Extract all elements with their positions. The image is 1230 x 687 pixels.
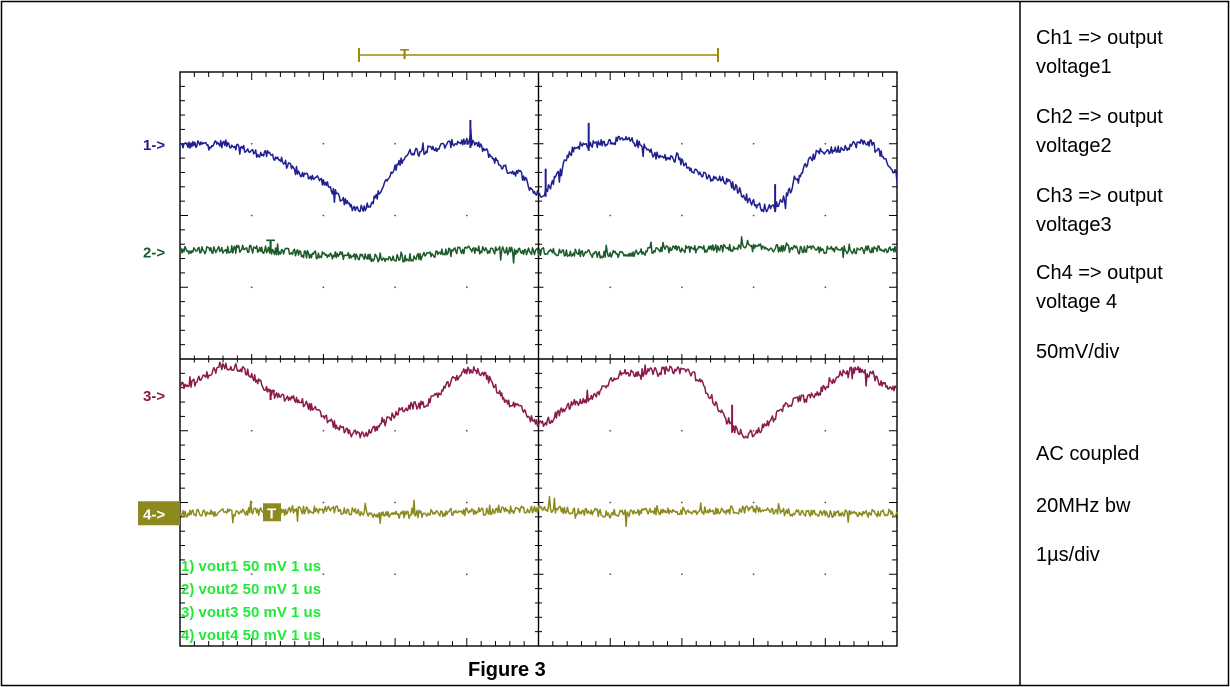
side-note-line: voltage1 [1036,56,1112,78]
grid-dot [609,429,612,432]
grid-dot [752,573,755,576]
ch4-trigger-box [263,503,281,522]
side-note-ch3: Ch3 => output voltage3 [1036,182,1226,240]
grid-dot [465,286,468,289]
ch4-trigger-marker: T [267,505,276,522]
grid-dot [681,286,683,289]
grid-dot [824,286,827,289]
grid-dot [609,214,612,217]
trace-vout3 [179,361,897,439]
trace-vout1 [179,128,898,213]
ch3-trigger-marker: T [266,387,275,404]
side-note-line: voltage3 [1036,214,1112,236]
grid-dot [609,501,612,504]
timebase-setting: 1µs/div [1036,544,1100,566]
grid-dot [824,573,827,576]
channel-info-2: 2) vout2 50 mV 1 us [181,581,321,598]
trace-vout2 [179,236,898,264]
grid-dot [322,142,325,145]
side-note-line: Ch1 => output [1036,27,1163,49]
grid-dot [752,429,755,432]
grid-dot [752,286,755,289]
grid-dot [250,286,253,289]
grid-dot [824,429,827,432]
grid-dot [681,573,683,576]
scope-grid [179,71,898,647]
grid-dot [394,214,396,217]
grid-dot [250,429,253,432]
grid-dot [394,286,396,289]
side-note-line: Ch3 => output [1036,185,1163,207]
side-note-ch4: Ch4 => output voltage 4 [1036,259,1226,317]
grid-dot [824,501,827,504]
grid-dot [824,214,827,217]
grid-dot [394,501,396,504]
grid-dot [250,142,253,145]
figure-caption: Figure 3 [468,659,546,681]
grid-dot [465,429,468,432]
grid-dot [752,142,755,145]
grid-dot [752,214,755,217]
bandwidth-setting: 20MHz bw [1036,495,1131,517]
vdiv-setting: 50mV/div [1036,341,1120,363]
channel-info-1: 1) vout1 50 mV 1 us [181,558,321,575]
channel-info: 1) vout1 50 mV 1 us 2) vout2 50 mV 1 us 3)… [181,558,321,644]
grid-dot [752,501,755,504]
grid-dot [681,214,683,217]
grid-dot [322,501,325,504]
grid-dot [824,142,827,145]
trace-vout4 [179,495,898,528]
channel-marker-3: 3-> [143,388,165,405]
traces: T T T [179,119,898,528]
channel-markers: 1-> 2-> 3-> 4-> [138,137,180,526]
grid-dot [322,573,325,576]
grid-dot [394,573,396,576]
coupling-setting: AC coupled [1036,443,1140,465]
channel-marker-2: 2-> [143,244,165,261]
grid-dot [465,501,468,504]
side-note-line: Ch2 => output [1036,106,1163,128]
channel-marker-1: 1-> [143,137,165,154]
grid-dot [322,429,325,432]
side-note-ch1: Ch1 => output voltage1 [1036,24,1226,82]
grid-dot [465,573,468,576]
side-note-line: voltage2 [1036,135,1112,157]
channel-info-4: 4) vout4 50 mV 1 us [181,627,321,644]
grid-dot [681,501,683,504]
side-note-line: Ch4 => output [1036,262,1163,284]
channel-marker-4: 4-> [143,506,165,523]
side-note-line: voltage 4 [1036,291,1118,313]
side-note-ch2: Ch2 => output voltage2 [1036,103,1226,161]
grid-dot [465,214,468,217]
trigger-window-marker: T [400,46,409,63]
grid-dot [609,286,612,289]
grid-dot [394,142,396,145]
trigger-window: T [358,46,719,63]
grid-dot [322,286,325,289]
grid-dot [322,214,325,217]
grid-dot [250,573,253,576]
grid-dot [250,214,253,217]
grid-dot [609,573,612,576]
ch4-marker-box [138,501,180,526]
grid-dot [681,142,683,145]
channel-info-3: 3) vout3 50 mV 1 us [181,604,321,621]
grid-dot [681,429,683,432]
ch2-trigger-marker: T [266,236,275,253]
grid-dot [394,429,396,432]
